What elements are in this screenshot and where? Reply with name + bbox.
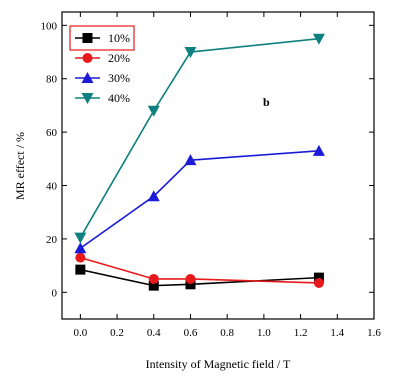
legend-label-0: 10% [108, 31, 130, 45]
x-tick-label: 1.6 [367, 327, 381, 339]
series-line-2 [79, 150, 319, 249]
data-point-series-0 [313, 272, 324, 283]
data-point-series-2 [184, 154, 197, 166]
x-tick-label: 0.8 [220, 327, 234, 339]
data-point-series-3 [74, 232, 87, 244]
series-line-3 [79, 37, 320, 238]
y-tick-label: 20 [46, 234, 58, 246]
legend-marker-0 [82, 33, 93, 43]
y-tick-label: 100 [41, 20, 58, 32]
x-tick-label: 1.4 [330, 327, 344, 339]
legend-highlight-box [69, 25, 135, 51]
x-tick-label: 1.0 [257, 327, 271, 339]
data-point-series-1 [313, 277, 324, 288]
legend-label-1: 20% [108, 51, 130, 65]
annotation-label: b [263, 95, 270, 109]
data-point-series-3 [147, 105, 160, 117]
series-line-0 [80, 268, 319, 287]
axis-ticks: 0.0 0.2 0.4 0.6 0.8 1.0 1.2 1.4 1.6 0 20 40 60 80 100 [41, 12, 381, 339]
series-markers [74, 33, 325, 291]
legend-marker-1 [82, 53, 93, 63]
series-line-1 [80, 256, 319, 284]
y-tick-label: 80 [46, 74, 58, 86]
legend-marker-2 [81, 72, 94, 83]
data-point-series-0 [185, 279, 196, 290]
legend-label-3: 40% [108, 91, 130, 105]
data-point-series-2 [312, 144, 325, 156]
legend-label-2: 30% [108, 71, 130, 85]
x-tick-label: 0.4 [147, 327, 161, 339]
legend-marker-3 [81, 93, 94, 104]
x-tick-label: 0.2 [110, 327, 124, 339]
y-tick-label: 60 [46, 127, 58, 139]
legend: 10% 20% 30% 40% [69, 25, 135, 105]
data-point-series-1 [75, 252, 86, 263]
y-tick-label: 0 [52, 287, 58, 299]
y-tick-label: 40 [46, 181, 58, 193]
plot-frame [61, 11, 375, 320]
data-point-series-3 [312, 33, 325, 45]
data-point-series-0 [75, 264, 86, 275]
data-point-series-2 [74, 242, 87, 254]
data-point-series-0 [148, 280, 159, 291]
data-point-series-3 [184, 47, 197, 59]
x-tick-label: 0.6 [184, 327, 198, 339]
series-lines [79, 37, 320, 287]
x-tick-label: 0.0 [73, 327, 87, 339]
x-tick-label: 1.2 [294, 327, 308, 339]
data-point-series-1 [148, 273, 159, 284]
y-axis-label: MR effect / % [13, 132, 27, 200]
data-point-series-1 [185, 273, 196, 284]
x-axis-label: Intensity of Magnetic field / T [146, 357, 291, 371]
data-point-series-2 [147, 190, 160, 202]
